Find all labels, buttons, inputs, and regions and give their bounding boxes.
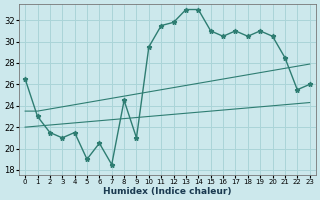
X-axis label: Humidex (Indice chaleur): Humidex (Indice chaleur) [103,187,232,196]
